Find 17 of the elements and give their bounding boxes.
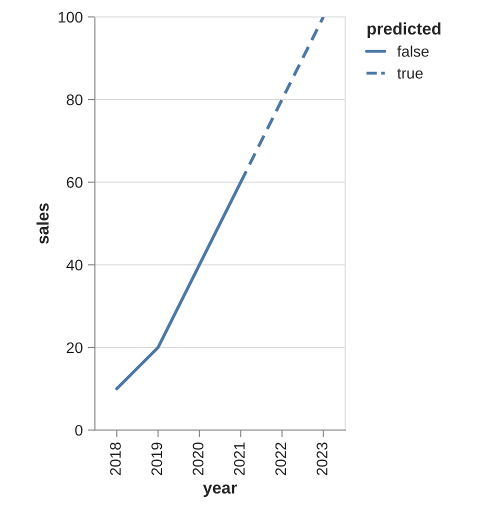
x-tick-label: 2018 xyxy=(110,442,121,476)
legend-label: false xyxy=(397,46,429,57)
legend-label: true xyxy=(397,68,423,79)
x-tick-label: 2023 xyxy=(316,442,328,476)
y-tick-label: 100 xyxy=(58,12,82,23)
y-tick-label: 80 xyxy=(66,94,82,106)
y-axis-title: sales xyxy=(36,203,49,244)
x-tick-label: 2022 xyxy=(275,442,286,476)
x-tick-label: 2019 xyxy=(151,442,162,476)
y-tick-label: 20 xyxy=(66,342,82,354)
x-tick-label: 2021 xyxy=(234,442,245,476)
x-tick-label: 2020 xyxy=(192,442,204,476)
x-axis-title: year xyxy=(203,484,237,497)
legend-title: predicted xyxy=(368,22,440,38)
y-tick-label: 40 xyxy=(66,260,82,271)
y-tick-label: 0 xyxy=(75,424,82,436)
y-tick-label: 60 xyxy=(66,177,82,188)
